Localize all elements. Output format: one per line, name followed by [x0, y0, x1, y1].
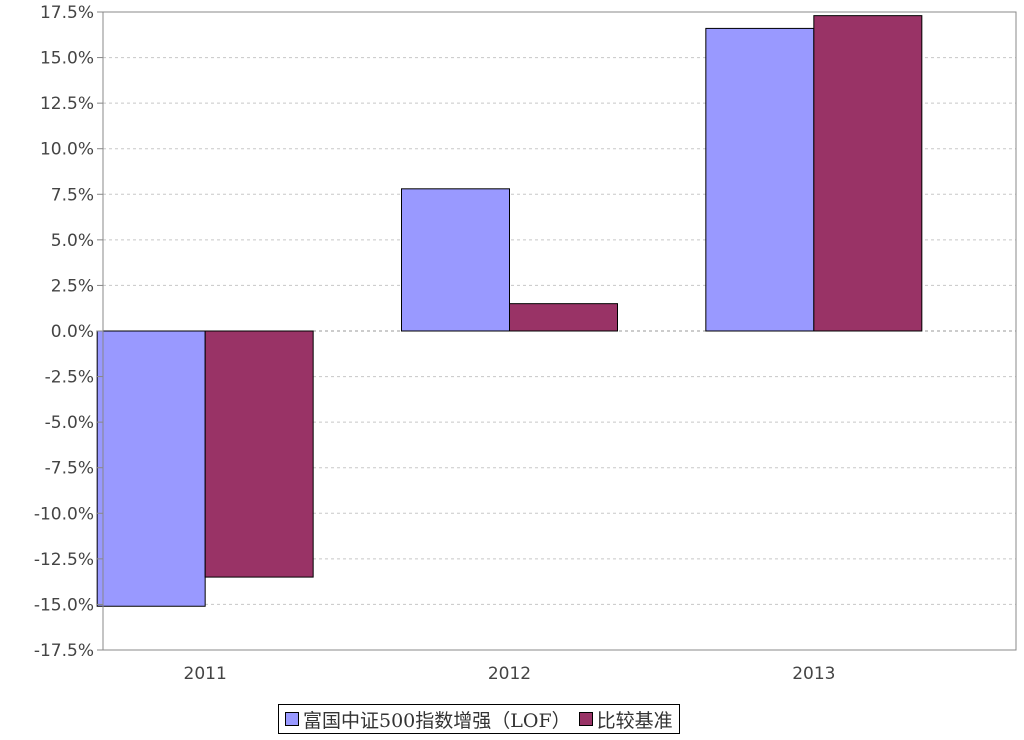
legend-label-benchmark: 比较基准: [596, 709, 673, 732]
y-tick-label: 17.5%: [40, 3, 94, 23]
legend-label-fund: 富国中证500指数增强（LOF）: [303, 709, 571, 732]
legend-swatch-benchmark: [578, 712, 593, 726]
y-tick-label: -7.5%: [45, 459, 94, 479]
y-tick-label: -12.5%: [34, 550, 94, 570]
legend: 富国中证500指数增强（LOF） 比较基准: [278, 704, 680, 734]
y-tick-label: 10.0%: [40, 140, 94, 160]
x-tick-label: 2013: [792, 664, 835, 684]
y-tick-label: 2.5%: [51, 276, 94, 296]
y-tick-label: 7.5%: [51, 185, 94, 205]
y-tick-label: -15.0%: [34, 595, 94, 615]
y-tick-label: 5.0%: [51, 231, 94, 251]
y-tick-label: 15.0%: [40, 49, 94, 69]
y-tick-label: -2.5%: [45, 368, 94, 388]
bar-layer: [96, 15, 923, 607]
bar-fund-2011: [96, 330, 206, 607]
y-tick-label: 12.5%: [40, 94, 94, 114]
x-tick-label: 2012: [488, 664, 531, 684]
legend-entry-benchmark: 比较基准: [578, 706, 673, 733]
bar-fund-2013: [705, 27, 815, 332]
legend-swatch-fund: [285, 712, 299, 726]
legend-entry-fund: 富国中证500指数增强（LOF）: [285, 706, 571, 733]
y-tick-label: 0.0%: [51, 322, 94, 342]
y-tick-label: -10.0%: [34, 504, 94, 524]
bar-benchmark-2012: [509, 303, 618, 332]
y-tick-label: -17.5%: [34, 641, 94, 661]
bar-benchmark-2013: [813, 15, 923, 332]
y-tick-label: -5.0%: [45, 413, 94, 433]
axis-layer: 17.5% 15.0% 12.5% 10.0% 7.5% 5.0% 2.5% 0.0% -2.5…: [34, 3, 1017, 684]
bar-fund-2012: [401, 188, 510, 332]
x-tick-label: 2011: [184, 664, 227, 684]
bar-benchmark-2011: [204, 330, 314, 578]
